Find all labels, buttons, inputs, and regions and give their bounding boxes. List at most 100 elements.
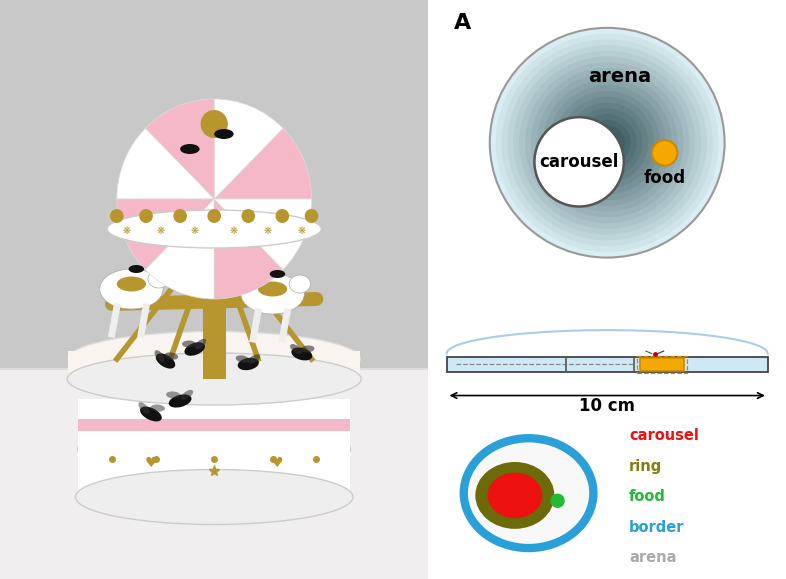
Bar [68, 351, 360, 381]
Ellipse shape [534, 117, 624, 207]
Ellipse shape [554, 91, 660, 195]
Text: 10 cm: 10 cm [579, 397, 635, 416]
Ellipse shape [237, 358, 259, 370]
Circle shape [276, 209, 289, 223]
Ellipse shape [464, 438, 593, 548]
Ellipse shape [248, 354, 260, 364]
Ellipse shape [566, 102, 648, 183]
Ellipse shape [185, 342, 205, 356]
Ellipse shape [107, 210, 321, 248]
Ellipse shape [590, 126, 625, 160]
Circle shape [200, 110, 228, 138]
Ellipse shape [241, 274, 304, 314]
Ellipse shape [549, 85, 666, 200]
Ellipse shape [289, 275, 310, 293]
Ellipse shape [551, 494, 564, 507]
Text: ♥: ♥ [145, 456, 157, 470]
Wedge shape [145, 199, 214, 299]
Circle shape [305, 209, 318, 223]
Ellipse shape [490, 28, 725, 258]
Circle shape [110, 209, 123, 223]
Text: border: border [630, 519, 685, 534]
Ellipse shape [508, 45, 707, 240]
Circle shape [173, 209, 187, 223]
Text: ❋: ❋ [123, 226, 130, 236]
Ellipse shape [542, 79, 672, 206]
Ellipse shape [652, 140, 678, 166]
Ellipse shape [525, 63, 689, 223]
Bar [78, 399, 351, 499]
Ellipse shape [531, 68, 684, 217]
Ellipse shape [513, 51, 701, 234]
Wedge shape [145, 99, 214, 199]
Wedge shape [117, 199, 214, 270]
Text: arena: arena [589, 67, 652, 86]
Ellipse shape [78, 419, 351, 479]
Ellipse shape [601, 137, 613, 148]
FancyBboxPatch shape [0, 369, 428, 579]
Ellipse shape [129, 265, 144, 273]
Ellipse shape [519, 57, 696, 229]
Ellipse shape [164, 353, 178, 360]
Ellipse shape [166, 391, 181, 398]
Text: food: food [630, 489, 666, 504]
Ellipse shape [195, 339, 206, 349]
Ellipse shape [140, 406, 162, 422]
Ellipse shape [301, 346, 314, 353]
Wedge shape [214, 129, 311, 199]
Circle shape [139, 209, 152, 223]
Ellipse shape [496, 34, 718, 252]
Bar [0, 0, 428, 399]
Ellipse shape [560, 97, 654, 189]
Ellipse shape [270, 270, 285, 278]
Ellipse shape [75, 470, 353, 525]
Ellipse shape [572, 108, 642, 177]
Ellipse shape [150, 405, 165, 412]
Ellipse shape [148, 270, 170, 288]
Ellipse shape [488, 473, 542, 518]
Text: ❋: ❋ [298, 226, 306, 236]
Ellipse shape [182, 340, 196, 347]
Text: food: food [644, 170, 685, 188]
Wedge shape [117, 129, 214, 199]
Ellipse shape [155, 350, 165, 362]
Polygon shape [640, 358, 685, 371]
Ellipse shape [537, 74, 678, 212]
Wedge shape [214, 199, 311, 270]
Text: arena: arena [630, 550, 677, 565]
Text: ring: ring [630, 459, 663, 474]
Text: ❋: ❋ [191, 226, 199, 236]
Text: ❋: ❋ [230, 226, 237, 236]
Ellipse shape [584, 120, 630, 166]
Ellipse shape [68, 332, 360, 387]
Ellipse shape [292, 347, 312, 361]
Text: ♥: ♥ [271, 456, 284, 470]
Bar [203, 179, 226, 379]
Ellipse shape [596, 131, 619, 154]
Polygon shape [446, 357, 768, 372]
Ellipse shape [258, 281, 287, 296]
Bar [78, 419, 351, 431]
Ellipse shape [236, 356, 249, 362]
Ellipse shape [169, 394, 192, 408]
Text: A: A [454, 13, 472, 32]
Circle shape [241, 209, 255, 223]
Ellipse shape [67, 353, 362, 405]
Ellipse shape [290, 344, 302, 354]
Wedge shape [214, 99, 283, 199]
Ellipse shape [181, 390, 193, 400]
Text: ❋: ❋ [263, 226, 272, 236]
Ellipse shape [180, 144, 200, 154]
Ellipse shape [477, 463, 553, 527]
Ellipse shape [578, 114, 637, 171]
Ellipse shape [501, 39, 713, 246]
Ellipse shape [117, 277, 146, 291]
Ellipse shape [138, 402, 150, 414]
Ellipse shape [214, 129, 233, 139]
Text: ❋: ❋ [156, 226, 165, 236]
Ellipse shape [100, 269, 163, 309]
Circle shape [208, 209, 221, 223]
Text: carousel: carousel [630, 428, 699, 443]
Ellipse shape [156, 353, 175, 369]
Text: carousel: carousel [539, 153, 619, 171]
